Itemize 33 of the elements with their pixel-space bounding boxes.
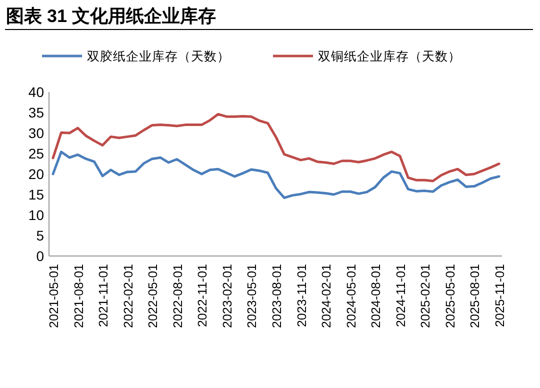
y-tick-label: 30 [28,125,44,141]
legend-label: 双胶纸企业库存（天数） [87,49,230,64]
x-tick-label: 2022-11-01 [196,264,210,328]
x-tick-label: 2023-02-01 [220,264,234,328]
x-tick-label: 2024-05-01 [344,264,358,328]
x-tick-label: 2023-11-01 [294,264,309,328]
y-tick-label: 10 [28,207,44,223]
x-tick-label: 2025-11-01 [493,264,507,328]
x-tick-label: 2021-11-01 [96,264,111,328]
x-tick-label: 2022-08-01 [170,264,185,328]
chart-title: 图表 31 文化用纸企业库存 [6,6,216,26]
x-tick-label: 2025-02-01 [418,264,433,328]
x-tick-label: 2022-02-01 [121,264,136,328]
x-tick-label: 2024-02-01 [320,264,334,328]
x-tick-label: 2021-08-01 [72,264,86,328]
y-tick-label: 15 [28,186,44,202]
y-tick-label: 0 [36,248,44,264]
y-tick-label: 5 [36,228,44,244]
y-tick-label: 40 [28,84,44,100]
x-tick-label: 2022-05-01 [146,264,160,328]
legend-label: 双铜纸企业库存（天数） [318,49,461,64]
line-series [52,112,500,182]
x-tick-label: 2023-08-01 [270,264,284,328]
x-tick-label: 2024-08-01 [369,264,384,328]
y-tick-label: 20 [28,166,44,182]
line-series [52,150,500,200]
x-tick-label: 2024-11-01 [394,264,408,328]
y-tick-label: 35 [28,104,44,120]
x-tick-label: 2021-05-01 [47,264,61,328]
x-tick-label: 2025-05-01 [443,264,458,328]
x-tick-label: 2025-08-01 [468,264,482,328]
x-tick-label: 2023-05-01 [245,264,260,328]
y-tick-label: 25 [28,146,44,162]
